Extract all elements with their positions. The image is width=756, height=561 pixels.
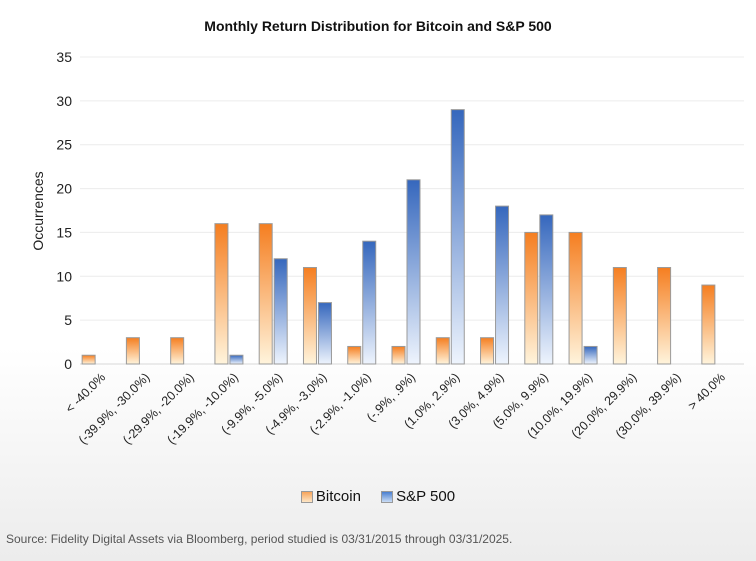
bar-sp500: [362, 240, 377, 365]
bar-bitcoin: [435, 337, 450, 365]
legend-label-bitcoin: Bitcoin: [315, 488, 361, 505]
legend-swatch-bitcoin: [300, 490, 313, 503]
x-tick-label: > 40.0%: [685, 370, 728, 413]
y-tick-label: 0: [64, 356, 72, 372]
y-axis-label: Occurrences: [30, 171, 46, 250]
y-tick-label: 5: [64, 312, 72, 328]
chart-area: 0 5 10 15 20 25 30 35 < -40.0%(-39.9%, -30.0%)(…: [30, 49, 744, 447]
legend-swatch-sp500: [381, 490, 394, 503]
bar-bitcoin: [214, 223, 229, 365]
chart-title: Monthly Return Distribution for Bitcoin …: [204, 18, 552, 34]
bars: [81, 109, 716, 365]
y-tick-label: 25: [56, 137, 72, 153]
y-tick-label: 20: [56, 181, 72, 197]
y-tick-labels: 0 5 10 15 20 25 30 35: [56, 49, 72, 372]
bar-sp500: [273, 258, 288, 365]
bar-bitcoin: [391, 345, 406, 365]
legend-label-sp500: S&P 500: [396, 488, 456, 505]
bar-sp500: [539, 214, 554, 365]
bar-bitcoin: [524, 231, 539, 365]
bar-sp500: [406, 179, 421, 365]
legend-item-bitcoin: Bitcoin: [300, 488, 361, 505]
bar-bitcoin: [701, 284, 716, 365]
legend: Bitcoin S&P 500: [0, 488, 756, 507]
bar-bitcoin: [657, 267, 672, 365]
bar-sp500: [583, 345, 598, 365]
bar-sp500: [317, 302, 332, 365]
bar-bitcoin: [480, 337, 495, 365]
bar-bitcoin: [170, 337, 185, 365]
bar-bitcoin: [568, 231, 583, 365]
x-tick-label: < -40.0%: [63, 370, 109, 416]
bar-bitcoin: [258, 223, 273, 365]
bar-sp500: [450, 109, 465, 365]
source-note: Source: Fidelity Digital Assets via Bloo…: [6, 532, 513, 546]
bar-bitcoin: [612, 267, 627, 365]
x-tick-labels: < -40.0%(-39.9%, -30.0%)(-29.9%, -20.0%)…: [63, 370, 728, 447]
y-tick-label: 15: [56, 224, 72, 240]
bar-bitcoin: [125, 337, 140, 365]
bar-sp500: [229, 354, 244, 365]
y-tick-label: 35: [56, 49, 72, 65]
bar-bitcoin: [347, 345, 362, 365]
legend-item-sp500: S&P 500: [381, 488, 455, 505]
bar-bitcoin: [302, 267, 317, 365]
y-tick-label: 10: [56, 268, 72, 284]
y-tick-label: 30: [56, 93, 72, 109]
bar-bitcoin: [81, 354, 96, 365]
bar-sp500: [495, 205, 510, 365]
